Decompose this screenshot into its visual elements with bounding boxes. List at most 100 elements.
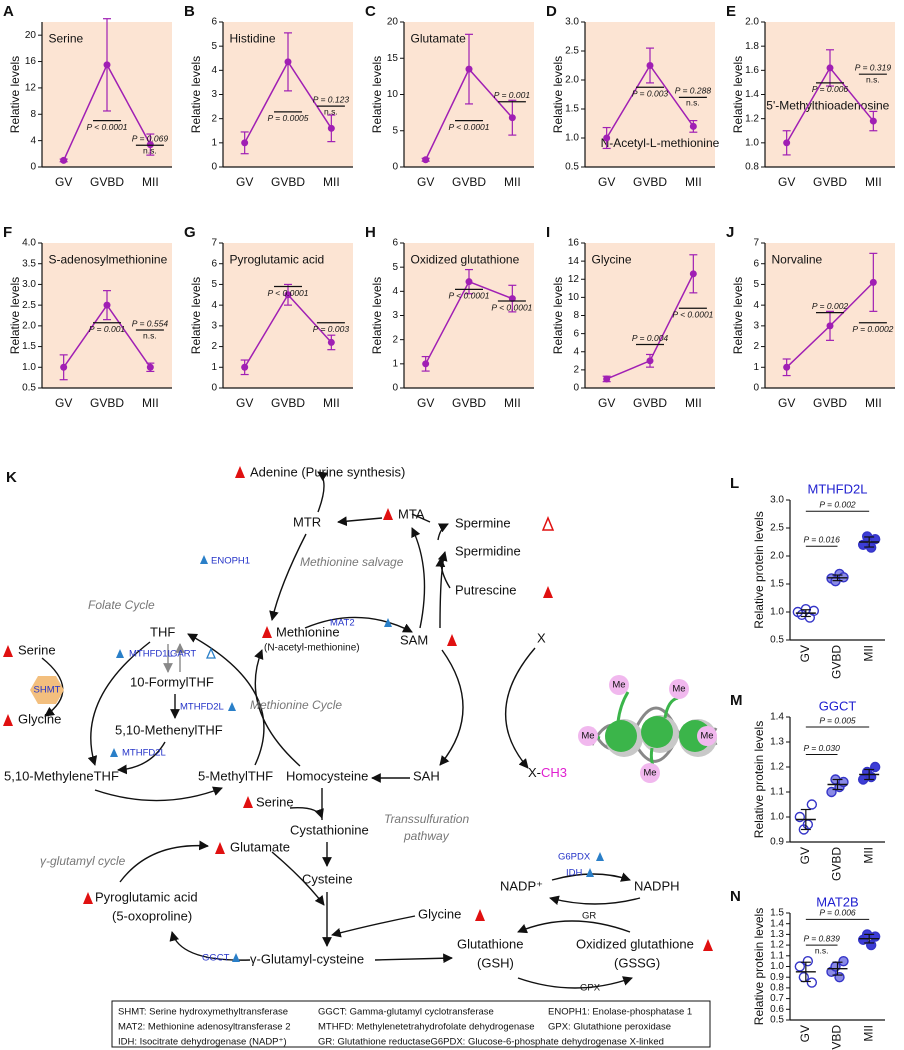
y-tick-label: 1 <box>392 358 398 369</box>
x-tick-label: GV <box>417 175 434 189</box>
x-tick-label: MII <box>861 847 875 864</box>
error-bar <box>800 961 811 983</box>
x-tick-label: MII <box>504 175 521 189</box>
node: Serine <box>18 642 56 657</box>
y-tick-label: 2.5 <box>22 300 36 311</box>
node: Oxidized glutathione <box>576 936 694 951</box>
node: Cystathionine <box>290 822 369 837</box>
node: Spermine <box>455 515 511 530</box>
y-tick-label: 0.6 <box>770 1004 784 1015</box>
x-tick-label: MII <box>685 175 702 189</box>
y-tick-label: 4 <box>211 300 217 311</box>
data-point <box>327 338 335 346</box>
cycle-label: Transsulfuration <box>384 812 469 826</box>
up-triangle <box>383 508 393 520</box>
data-point <box>465 278 473 286</box>
y-tick-label: 1.0 <box>770 607 784 618</box>
y-axis-label: Relative protein levels <box>752 908 766 1025</box>
y-tick-label: 1.4 <box>770 918 784 929</box>
error-bar <box>864 768 875 781</box>
x-tick-label: GVBD <box>452 396 486 410</box>
y-tick-label: 2.5 <box>565 46 579 57</box>
node: MTA <box>398 506 425 521</box>
p-value: P = 0.030 <box>804 743 841 753</box>
data-point <box>806 977 818 988</box>
y-tick-label: 8 <box>573 310 579 321</box>
legend-text: ENOPH1: Enolase-phosphatase 1 <box>548 1007 692 1018</box>
y-tick-label: 10 <box>568 292 580 303</box>
chart-title: Serine <box>49 32 84 46</box>
node: NADPH <box>634 878 680 893</box>
error-bar <box>832 778 843 791</box>
y-tick-label: 0.9 <box>770 837 784 848</box>
panel-label: F <box>3 224 12 241</box>
x-tick-label: MII <box>323 396 340 410</box>
error-bar <box>800 808 811 831</box>
y-tick-label: 0.9 <box>770 972 784 983</box>
y-tick-label: 6 <box>392 238 398 249</box>
enzyme-label: MTHFD2L <box>122 748 166 759</box>
node: Glutathione <box>457 936 524 951</box>
y-tick-label: 1.3 <box>770 929 784 940</box>
y-axis-label: Relative levels <box>551 56 565 133</box>
x-tick-label: GV <box>236 396 253 410</box>
y-tick-label: 1.8 <box>745 41 759 52</box>
error-bar <box>864 536 875 548</box>
enzyme-label: GART <box>170 649 196 660</box>
y-tick-label: 4 <box>573 346 579 357</box>
y-tick-label: 1.5 <box>770 579 784 590</box>
x-tick-label: GV <box>598 175 615 189</box>
y-tick-label: 1.6 <box>745 65 759 76</box>
node: SAM <box>400 632 428 647</box>
x-tick-label: GV <box>798 645 812 662</box>
y-tick-label: 1.0 <box>770 812 784 823</box>
x-tick-label: GV <box>598 396 615 410</box>
up-triangle <box>703 939 713 951</box>
small-triangle <box>200 555 208 564</box>
x-tick-label: MII <box>142 396 159 410</box>
y-tick-label: 12 <box>25 83 37 94</box>
node: Spermidine <box>455 543 521 558</box>
p-value: P = 0.069 <box>132 134 169 144</box>
y-tick-label: 3 <box>211 320 217 331</box>
cycle-label: pathway <box>403 829 450 843</box>
node: Glutamate <box>230 839 290 854</box>
up-triangle <box>262 626 272 638</box>
y-tick-label: 1.4 <box>770 712 784 723</box>
node: Methionine <box>276 624 340 639</box>
up-triangle <box>215 842 225 854</box>
chart-title: S-adenosylmethionine <box>49 253 168 267</box>
data-point <box>783 139 791 147</box>
y-tick-label: 12 <box>568 274 580 285</box>
y-tick-label: 3.0 <box>770 495 784 506</box>
y-tick-label: 5 <box>392 125 398 136</box>
enzyme-label: MTHFD2L <box>180 702 224 713</box>
y-tick-label: 0 <box>211 162 217 173</box>
data-point <box>603 375 611 383</box>
chromatin-illustration <box>578 675 718 783</box>
y-tick-label: 0 <box>30 162 36 173</box>
x-tick-label: GV <box>236 175 253 189</box>
data-point <box>689 270 697 278</box>
cycle-label: Methionine salvage <box>300 555 404 569</box>
y-tick-label: 6 <box>753 258 759 269</box>
p-value: P = 0.004 <box>632 333 669 343</box>
y-tick-label: 3.0 <box>565 17 579 28</box>
y-tick-label: 15 <box>387 53 399 64</box>
panel-label: G <box>184 224 196 241</box>
small-triangle <box>596 852 604 861</box>
x-tick-label: GVBD <box>813 396 847 410</box>
y-tick-label: 4 <box>392 286 398 297</box>
panel-label: B <box>184 3 195 20</box>
data-point <box>794 961 806 972</box>
legend-text: SHMT: Serine hydroxymethyltransferase <box>118 1007 288 1018</box>
y-tick-label: 0 <box>392 383 398 394</box>
x-tick-label: GV <box>55 396 72 410</box>
chart-title: 5'-Methylthioadenosine <box>766 98 889 112</box>
small-triangle <box>228 702 236 711</box>
y-tick-label: 0.5 <box>770 635 784 646</box>
x-tick-label: GVBD <box>271 396 305 410</box>
y-axis-label: Relative levels <box>370 277 384 354</box>
data-point <box>826 322 834 330</box>
